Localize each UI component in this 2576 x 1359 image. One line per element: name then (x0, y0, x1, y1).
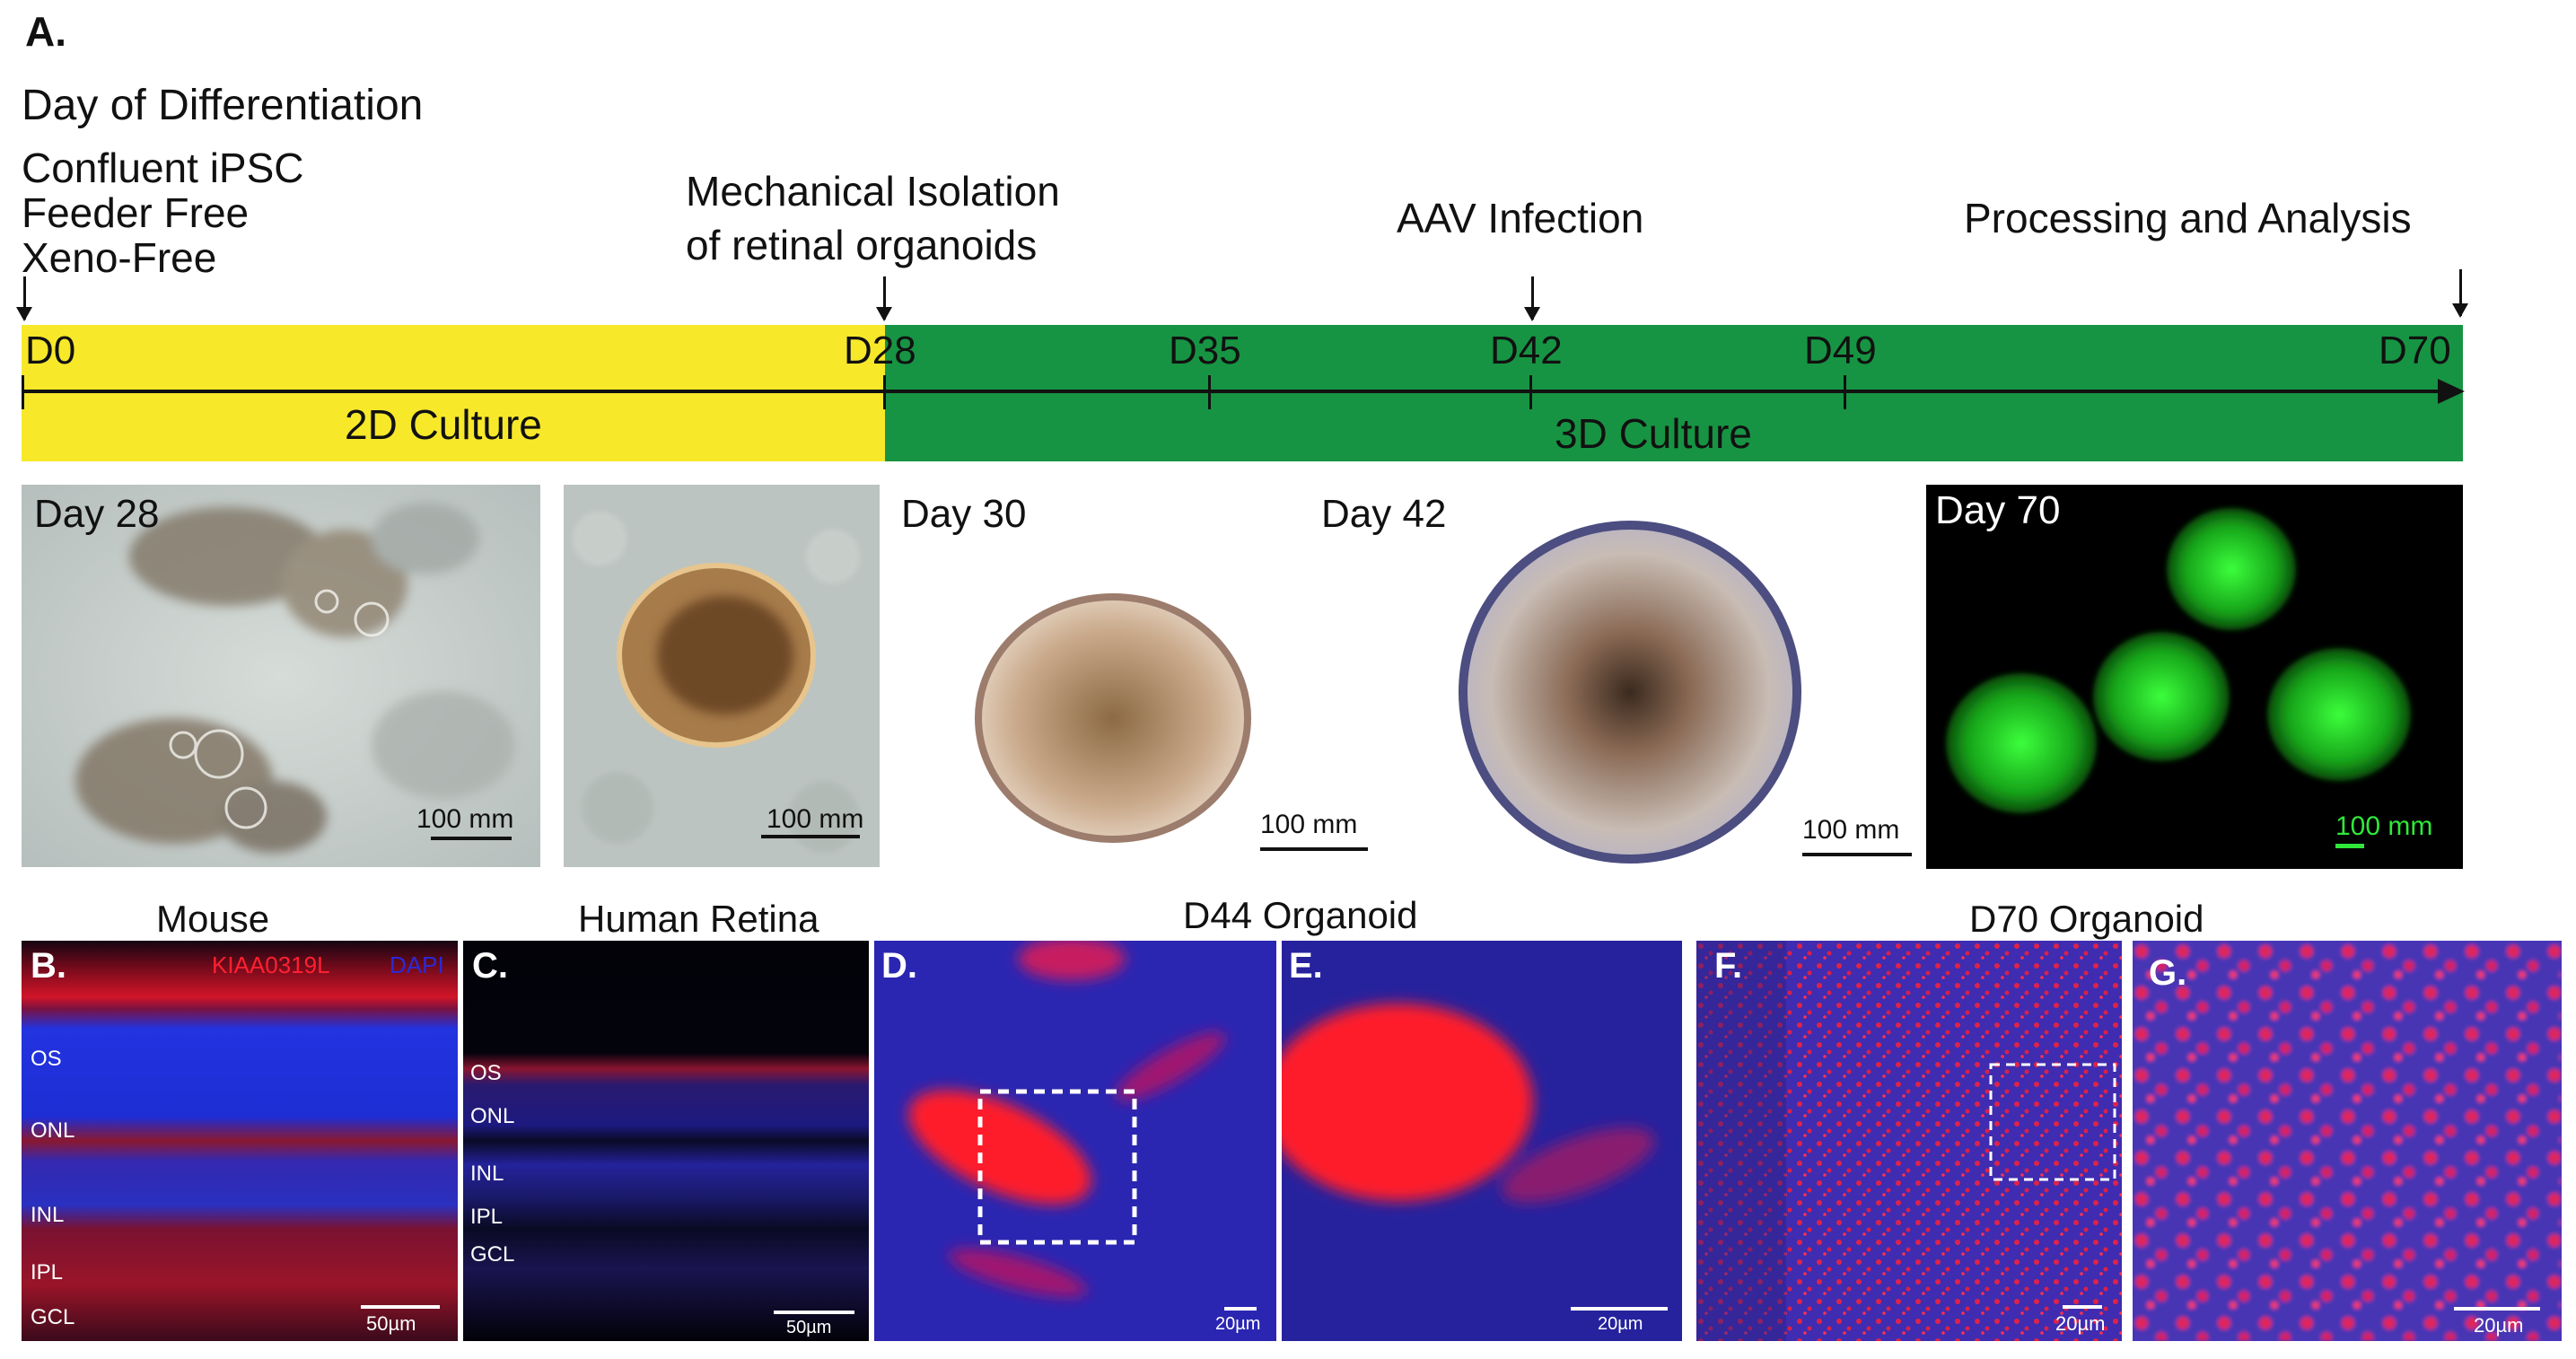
panel-c-human: C. OS ONL INL IPL GCL 50µm (463, 941, 869, 1341)
day70-label: Day 70 (1935, 488, 2061, 532)
tick-d35 (1208, 375, 1211, 409)
day-label-d70: D70 (2379, 329, 2451, 373)
scalebar-day30-label: 100 mm (1260, 810, 1358, 839)
event-isolation-line-1: Mechanical Isolation (686, 168, 1060, 215)
scalebar-human-label: 50µm (786, 1318, 832, 1337)
human-layer-onl: ONL (470, 1104, 515, 1128)
panel-d-image (874, 941, 1276, 1341)
photo-day28: Day 28 100 mm (22, 485, 540, 867)
start-note-3: Xeno-Free (22, 234, 217, 281)
scalebar-d44 (1224, 1307, 1257, 1311)
panel-e-label: E. (1289, 946, 1323, 986)
photo-organoid-isolated-image (564, 485, 880, 867)
title-d44-organoid: D44 Organoid (1183, 894, 1418, 936)
scalebar-day70 (2335, 844, 2364, 848)
mouse-layer-inl: INL (31, 1203, 65, 1227)
phase-3d-label: 3D Culture (1555, 410, 1752, 457)
scalebar-d70-label: 20µm (2055, 1312, 2106, 1335)
scalebar-day28 (431, 837, 512, 840)
scalebar-organoid (761, 835, 860, 838)
start-note-1: Confluent iPSC (22, 145, 304, 191)
mouse-layer-os: OS (31, 1047, 62, 1071)
tick-d28 (883, 375, 886, 409)
phase-2d-label: 2D Culture (345, 401, 542, 448)
scalebar-day30 (1260, 847, 1368, 851)
panel-b-label: B. (31, 946, 66, 986)
scalebar-day28-label: 100 mm (416, 804, 514, 834)
day-label-d35: D35 (1169, 329, 1241, 373)
scalebar-d44-label: 20µm (1215, 1314, 1261, 1334)
photo-day28-image (22, 485, 540, 867)
scalebar-d70-zoom (2454, 1307, 2540, 1311)
photo-day30-organoid (975, 593, 1251, 843)
arrow-d0-icon (16, 276, 32, 321)
scalebar-human (774, 1311, 854, 1314)
arrow-d42-icon (1524, 276, 1540, 321)
panel-e-d44-zoom: E. 20µm (1282, 941, 1682, 1341)
panel-d-d44: D. 20µm (874, 941, 1276, 1341)
photo-day70-fluorescence: Day 70 100 mm (1926, 485, 2463, 869)
panel-f-image (1696, 941, 2122, 1341)
day28-label: Day 28 (34, 492, 160, 536)
panel-b-image (22, 941, 458, 1341)
photo-day42-organoid (1459, 521, 1801, 864)
panel-e-image (1282, 941, 1682, 1341)
timeline-heading: Day of Differentiation (22, 82, 424, 129)
panel-g-image (2133, 941, 2562, 1341)
start-note-2: Feeder Free (22, 189, 250, 236)
panel-c-label: C. (472, 946, 508, 986)
scalebar-mouse (361, 1305, 440, 1309)
photo-day70-image (1946, 508, 2411, 813)
scalebar-day70-label: 100 mm (2335, 811, 2433, 841)
tick-d42 (1529, 375, 1532, 409)
panel-f-label: F. (1714, 946, 1743, 986)
phase-3d-bar (885, 325, 2463, 461)
scalebar-mouse-label: 50µm (366, 1312, 416, 1335)
day42-label: Day 42 (1321, 492, 1447, 536)
human-layer-gcl: GCL (470, 1242, 515, 1267)
scalebar-d44-zoom-label: 20µm (1598, 1314, 1643, 1334)
title-mouse: Mouse (156, 898, 270, 940)
day-label-d49: D49 (1804, 329, 1877, 373)
panel-b-mouse: B. KIAA0319L DAPI OS ONL INL IPL GCL 50µ… (22, 941, 458, 1341)
title-human-retina: Human Retina (578, 898, 819, 940)
day-label-d28: D28 (844, 329, 916, 373)
human-layer-inl: INL (470, 1162, 504, 1186)
panel-g-d70-zoom: G. 20µm (2133, 941, 2562, 1341)
mouse-layer-ipl: IPL (31, 1260, 64, 1284)
scalebar-day42-label: 100 mm (1802, 815, 1900, 845)
human-layer-os: OS (470, 1061, 502, 1085)
legend-kiaa0319l: KIAA0319L (212, 951, 330, 978)
mouse-layer-gcl: GCL (31, 1305, 75, 1329)
scalebar-d70 (2063, 1305, 2102, 1309)
scalebar-d44-zoom (1571, 1307, 1668, 1311)
human-layer-ipl: IPL (470, 1205, 504, 1229)
panel-g-label: G. (2149, 953, 2187, 993)
day30-label: Day 30 (901, 492, 1027, 536)
timeline-axis-arrowhead-icon (2438, 379, 2465, 404)
scalebar-day42 (1802, 853, 1912, 856)
legend-dapi: DAPI (390, 951, 444, 978)
phase-2d-bar (22, 325, 885, 461)
event-aav-infection: AAV Infection (1397, 195, 1644, 241)
photo-organoid-isolated: 100 mm (564, 485, 880, 867)
arrow-d70-icon (2452, 269, 2468, 318)
day-label-d42: D42 (1490, 329, 1563, 373)
event-processing: Processing and Analysis (1964, 195, 2412, 241)
mouse-layer-onl: ONL (31, 1118, 75, 1143)
tick-d0 (22, 375, 24, 409)
day-label-d0: D0 (25, 329, 76, 373)
panel-f-d70: F. 20µm (1696, 941, 2122, 1341)
scalebar-d70-zoom-label: 20µm (2474, 1314, 2524, 1337)
panel-a-label: A. (25, 8, 66, 55)
scalebar-organoid-label: 100 mm (767, 804, 864, 834)
title-d70-organoid: D70 Organoid (1969, 898, 2204, 940)
timeline-axis (22, 390, 2445, 393)
panel-c-image (463, 941, 869, 1341)
event-isolation-line-2: of retinal organoids (686, 222, 1038, 268)
arrow-d28-icon (876, 276, 892, 321)
panel-d-label: D. (881, 946, 917, 986)
tick-d49 (1844, 375, 1846, 409)
